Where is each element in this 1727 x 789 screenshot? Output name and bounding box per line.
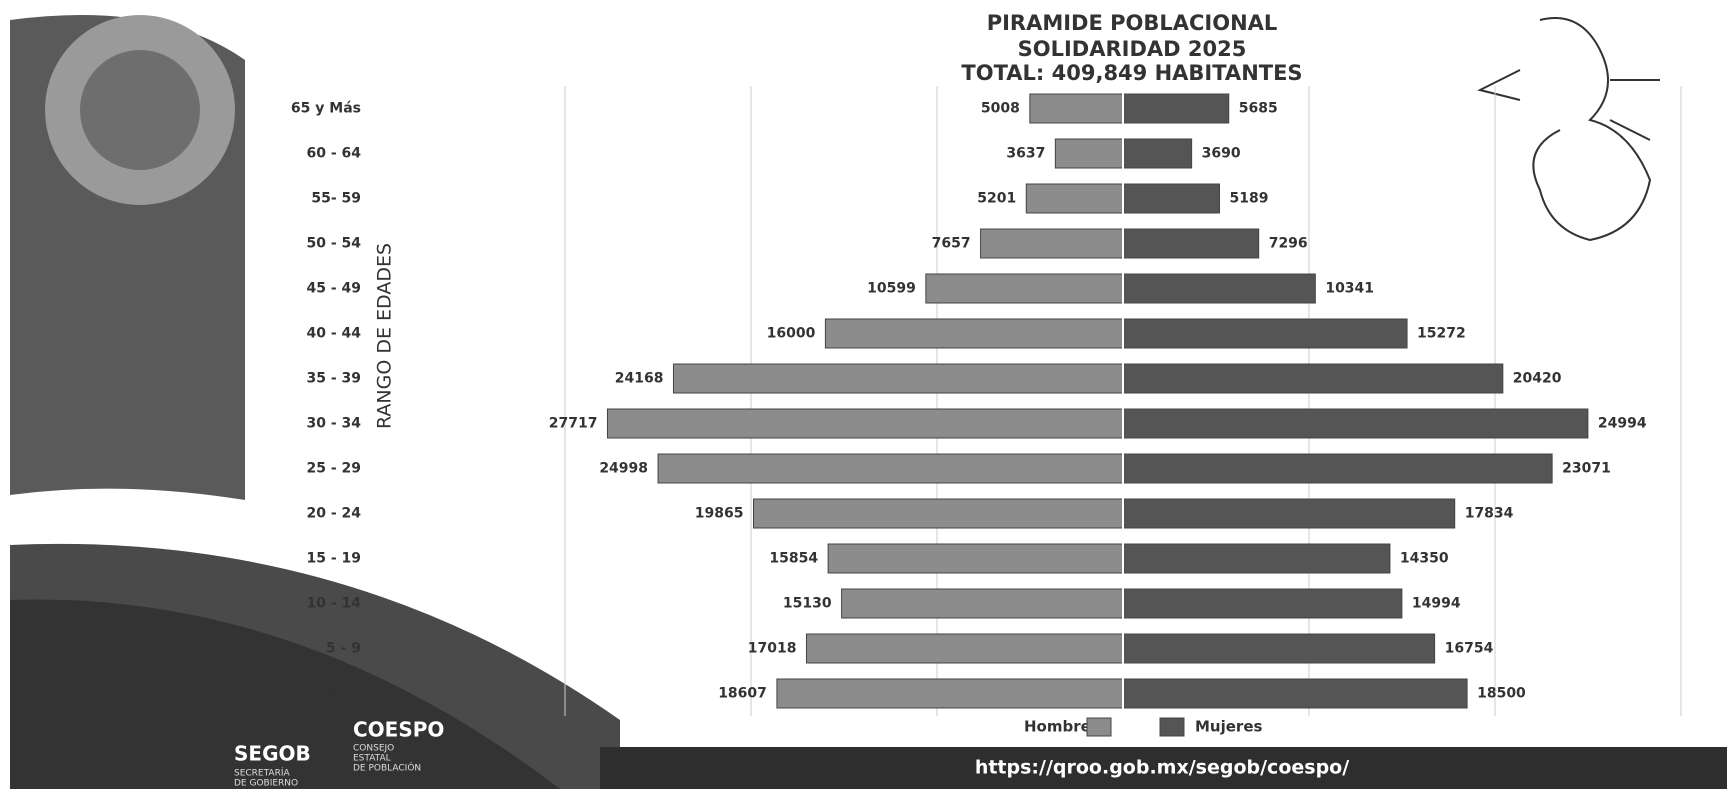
data-label: 15272: [1417, 326, 1466, 342]
data-label: 27717: [549, 416, 598, 432]
bar: [1122, 543, 1391, 574]
data-label: 5008: [981, 101, 1020, 117]
bar: [827, 543, 1124, 574]
footer-url: https://qroo.gob.mx/segob/coespo/: [975, 757, 1349, 779]
data-label: 14350: [1400, 551, 1449, 567]
coespo-subtitle: ESTATAL: [353, 754, 391, 764]
y-tick-label: 65 y Más: [291, 101, 361, 117]
data-label: 20420: [1513, 371, 1562, 387]
chart-title: PIRAMIDE POBLACIONAL: [987, 11, 1278, 35]
y-tick-label: 60 - 64: [306, 146, 361, 162]
chart-title: SOLIDARIDAD 2025: [1018, 37, 1247, 61]
bar: [1122, 318, 1408, 349]
y-tick-label: 0 - 4: [326, 686, 361, 702]
coespo-logo: COESPO: [353, 718, 444, 742]
bar: [980, 228, 1124, 259]
data-label: 24994: [1598, 416, 1647, 432]
glyph-illustration: [1477, 17, 1660, 242]
y-axis-label: RANGO DE EDADES: [374, 243, 396, 429]
bar: [824, 318, 1124, 349]
coespo-subtitle: CONSEJO: [353, 744, 394, 754]
bar: [925, 273, 1124, 304]
bar: [753, 498, 1124, 529]
bar: [841, 588, 1124, 619]
bar: [805, 633, 1124, 664]
y-tick-label: 10 - 14: [306, 596, 361, 612]
segob-logo: SEGOB: [234, 742, 311, 766]
y-tick-label: 40 - 44: [306, 326, 361, 342]
bar: [776, 678, 1124, 709]
bar: [1029, 93, 1124, 124]
data-label: 10599: [867, 281, 916, 297]
y-tick-label: 55- 59: [311, 191, 361, 207]
legend-label: Hombres: [1024, 718, 1100, 736]
data-label: 18607: [718, 686, 767, 702]
data-label: 7657: [932, 236, 971, 252]
bar: [1122, 273, 1316, 304]
data-label: 18500: [1477, 686, 1526, 702]
data-label: 15130: [783, 596, 832, 612]
segob-subtitle: SECRETARÍA: [234, 767, 290, 779]
data-label: 15854: [769, 551, 818, 567]
bar: [1122, 408, 1589, 439]
bar: [1122, 138, 1193, 169]
segob-subtitle: DE GOBIERNO: [234, 779, 298, 789]
globe-illustration: [80, 50, 200, 170]
chart-title: TOTAL: 409,849 HABITANTES: [961, 61, 1302, 85]
data-label: 7296: [1269, 236, 1308, 252]
y-tick-label: 5 - 9: [326, 641, 361, 657]
y-tick-label: 25 - 29: [306, 461, 361, 477]
y-tick-label: 35 - 39: [306, 371, 361, 387]
data-label: 14994: [1412, 596, 1461, 612]
bottom-left-decoration: [10, 599, 560, 789]
data-label: 16000: [767, 326, 816, 342]
y-tick-label: 30 - 34: [306, 416, 361, 432]
y-tick-label: 20 - 24: [306, 506, 361, 522]
y-tick-label: 45 - 49: [306, 281, 361, 297]
bar: [1122, 498, 1456, 529]
y-tick-label: 50 - 54: [306, 236, 361, 252]
data-label: 5201: [977, 191, 1016, 207]
bar: [1054, 138, 1124, 169]
footer-band: [600, 747, 1727, 789]
legend-swatch: [1159, 717, 1185, 737]
bar: [1122, 588, 1403, 619]
data-label: 24168: [615, 371, 664, 387]
data-label: 24998: [599, 461, 648, 477]
data-label: 19865: [695, 506, 744, 522]
bar: [1122, 228, 1260, 259]
data-label: 3637: [1006, 146, 1045, 162]
data-label: 16754: [1445, 641, 1494, 657]
bar: [1122, 453, 1553, 484]
legend-label: Mujeres: [1195, 718, 1262, 736]
bar: [1122, 633, 1436, 664]
data-label: 5685: [1239, 101, 1278, 117]
bar: [657, 453, 1124, 484]
coespo-subtitle: DE POBLACIÓN: [353, 762, 421, 774]
bar: [606, 408, 1124, 439]
legend-swatch: [1086, 717, 1112, 737]
data-label: 23071: [1562, 461, 1611, 477]
bar: [1122, 363, 1504, 394]
bar: [1122, 183, 1221, 214]
bar: [1122, 678, 1468, 709]
data-label: 17834: [1465, 506, 1514, 522]
data-label: 3690: [1202, 146, 1241, 162]
bar: [1025, 183, 1124, 214]
data-label: 5189: [1230, 191, 1269, 207]
data-label: 17018: [748, 641, 797, 657]
bar: [1122, 93, 1230, 124]
bar: [672, 363, 1124, 394]
data-label: 10341: [1325, 281, 1374, 297]
y-tick-label: 15 - 19: [306, 551, 361, 567]
